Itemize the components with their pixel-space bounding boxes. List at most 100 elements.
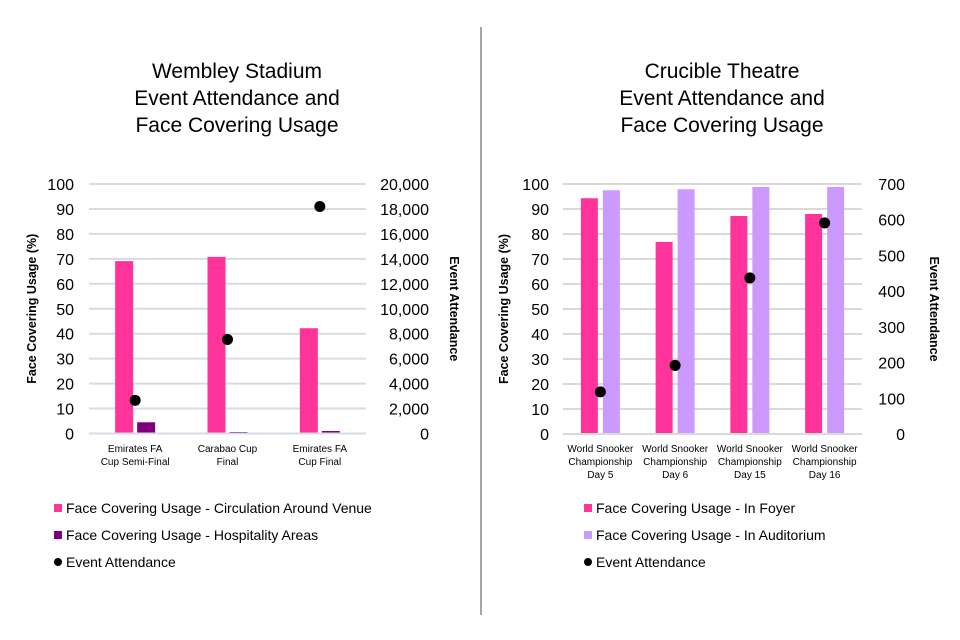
legend-label: Event Attendance bbox=[596, 553, 706, 570]
y-tick-label: 20 bbox=[56, 377, 74, 394]
y2-tick-label: 18,000 bbox=[380, 202, 429, 219]
y2-tick-label: 500 bbox=[878, 248, 905, 265]
y2-tick-label: 20,000 bbox=[380, 177, 429, 194]
y-tick-label: 100 bbox=[522, 177, 549, 194]
legend-label: Face Covering Usage - Circulation Around… bbox=[66, 499, 372, 516]
y2-tick-label: 0 bbox=[896, 427, 905, 444]
y-tick-label: 20 bbox=[531, 377, 549, 394]
y-tick-label: 100 bbox=[47, 177, 74, 194]
y2-tick-label: 10,000 bbox=[380, 302, 429, 319]
y-tick-label: 90 bbox=[56, 202, 74, 219]
attendance-point bbox=[669, 359, 681, 371]
y2-tick-label: 0 bbox=[420, 427, 429, 444]
y-tick-label: 0 bbox=[65, 427, 74, 444]
title-line: Wembley Stadium bbox=[151, 60, 322, 83]
legend-marker-dot bbox=[54, 557, 62, 566]
y-tick-label: 70 bbox=[531, 252, 549, 269]
legend-label: Face Covering Usage - Hospitality Areas bbox=[66, 526, 319, 543]
legend-swatch-pink bbox=[54, 503, 62, 512]
attendance-point bbox=[314, 200, 326, 212]
bar-pink bbox=[207, 256, 226, 434]
bar-pink bbox=[730, 216, 748, 434]
x-tick-label: World Snooker bbox=[567, 444, 634, 455]
y-tick-label: 80 bbox=[56, 227, 74, 244]
y2-tick-label: 8,000 bbox=[389, 327, 429, 344]
legend-label: Face Covering Usage - In Auditorium bbox=[596, 526, 826, 543]
y-tick-label: 10 bbox=[56, 402, 74, 419]
x-tick-label: Day 16 bbox=[809, 470, 841, 480]
title-line: Crucible Theatre bbox=[644, 60, 800, 83]
x-tick-label: Carabao Cup bbox=[198, 444, 258, 455]
bar-purple bbox=[321, 431, 340, 434]
bar-purple bbox=[137, 422, 156, 434]
x-tick-label: Day 15 bbox=[734, 470, 766, 480]
y2-tick-label: 2,000 bbox=[389, 402, 429, 419]
crucible-legend: Face Covering Usage - In Foyer Face Cove… bbox=[584, 494, 826, 575]
x-tick-label: Final bbox=[217, 457, 239, 468]
bar-pink bbox=[299, 328, 318, 434]
x-tick-label: Day 6 bbox=[662, 470, 689, 480]
bar-lilac bbox=[752, 187, 770, 434]
x-tick-label: World Snooker bbox=[792, 444, 859, 455]
x-tick-label: Emirates FA bbox=[293, 444, 348, 455]
wembley-legend: Face Covering Usage - Circulation Around… bbox=[54, 494, 372, 575]
wembley-chart: 0 10 20 30 40 50 60 70 80 90 100 0 2,000 4,000 6,000 8,… bbox=[25, 177, 461, 468]
y-tick-label: 40 bbox=[531, 327, 549, 344]
legend-item: Face Covering Usage - Circulation Around… bbox=[54, 494, 372, 521]
y2-tick-label: 14,000 bbox=[380, 252, 429, 269]
y2-tick-label: 200 bbox=[878, 356, 905, 373]
bar-pink bbox=[805, 214, 823, 434]
title-line: Event Attendance and bbox=[619, 87, 825, 110]
x-tick-label: Day 5 bbox=[587, 470, 614, 480]
legend-label: Face Covering Usage - In Foyer bbox=[596, 499, 796, 516]
legend-item: Face Covering Usage - In Auditorium bbox=[584, 521, 826, 548]
y-tick-label: 50 bbox=[531, 302, 549, 319]
crucible-chart: 0 10 20 30 40 50 60 70 80 90 100 0 100 200 300 400 500 60… bbox=[497, 177, 941, 480]
y-tick-label: 50 bbox=[56, 302, 74, 319]
y2-tick-label: 700 bbox=[878, 177, 905, 194]
y2-tick-label: 600 bbox=[878, 213, 905, 230]
y2-tick-label: 300 bbox=[878, 320, 905, 337]
legend-swatch-lilac bbox=[584, 530, 592, 539]
legend-item: Event Attendance bbox=[584, 548, 826, 575]
y-axis-title: Face Covering Usage (%) bbox=[497, 234, 511, 384]
legend-item: Face Covering Usage - Hospitality Areas bbox=[54, 521, 372, 548]
y-tick-label: 30 bbox=[531, 352, 549, 369]
panel-divider bbox=[480, 27, 482, 615]
y-tick-label: 80 bbox=[531, 227, 549, 244]
attendance-point bbox=[594, 386, 606, 398]
y2-tick-label: 100 bbox=[878, 391, 905, 408]
bar-lilac bbox=[677, 189, 695, 434]
y2-axis-title: Event Attendance bbox=[927, 256, 941, 361]
title-line: Event Attendance and bbox=[134, 87, 340, 110]
bar-pink bbox=[580, 198, 598, 434]
legend-swatch-pink bbox=[584, 503, 592, 512]
x-tick-label: World Snooker bbox=[717, 444, 784, 455]
y-tick-label: 90 bbox=[531, 202, 549, 219]
y-tick-label: 60 bbox=[56, 277, 74, 294]
y-tick-label: 40 bbox=[56, 327, 74, 344]
y-axis-title: Face Covering Usage (%) bbox=[25, 234, 39, 384]
attendance-point bbox=[819, 217, 831, 229]
y2-tick-label: 12,000 bbox=[380, 277, 429, 294]
y-tick-label: 30 bbox=[56, 352, 74, 369]
bar-lilac bbox=[827, 187, 845, 434]
y-tick-label: 70 bbox=[56, 252, 74, 269]
legend-item: Face Covering Usage - In Foyer bbox=[584, 494, 826, 521]
y2-tick-label: 6,000 bbox=[389, 352, 429, 369]
bar-pink bbox=[115, 261, 134, 434]
y2-tick-label: 400 bbox=[878, 284, 905, 301]
x-tick-label: Championship bbox=[568, 457, 632, 468]
crucible-chart-title: Crucible Theatre Event Attendance and Fa… bbox=[542, 58, 902, 139]
attendance-point bbox=[744, 272, 756, 284]
x-tick-label: Cup Final bbox=[298, 457, 341, 468]
legend-label: Event Attendance bbox=[66, 553, 176, 570]
attendance-point bbox=[129, 394, 141, 406]
y-tick-label: 60 bbox=[531, 277, 549, 294]
x-tick-label: Championship bbox=[718, 457, 782, 468]
y2-tick-label: 16,000 bbox=[380, 227, 429, 244]
legend-marker-dot bbox=[584, 557, 592, 566]
title-line: Face Covering Usage bbox=[620, 114, 824, 137]
y2-tick-label: 4,000 bbox=[389, 377, 429, 394]
